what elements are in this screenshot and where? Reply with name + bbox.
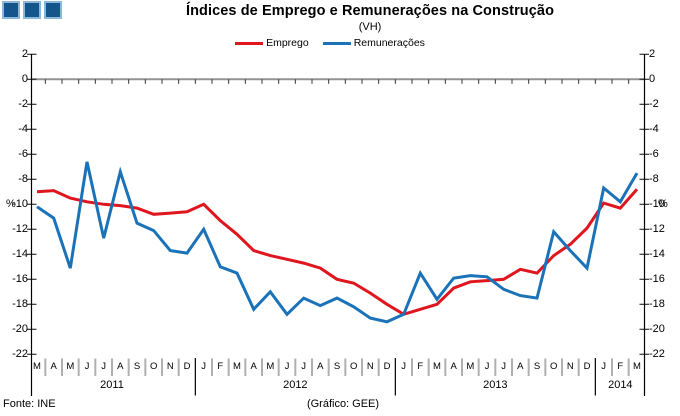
y-axis-label-left: -10 [12, 197, 28, 210]
x-axis-month-label: M [433, 361, 441, 372]
y-axis-label-right: -16 [649, 272, 665, 285]
x-axis-month-label: M [233, 361, 241, 372]
y-axis-label-left: -20 [12, 322, 28, 335]
x-axis-month-label: J [84, 361, 90, 372]
legend-label-remuneracoes: Remunerações [353, 37, 425, 49]
x-axis-month-label: S [533, 361, 541, 372]
x-axis-month-label: A [117, 361, 124, 372]
x-axis-month-label: N [366, 361, 374, 372]
x-axis-month-label: F [217, 361, 224, 372]
x-axis-month-label: D [583, 361, 591, 372]
y-axis-label-right: -22 [649, 347, 665, 360]
x-axis-month-label: J [484, 361, 490, 372]
x-axis-year-label: 2013 [483, 379, 508, 391]
x-axis-month-label: J [301, 361, 307, 372]
emprego-line-swatch-icon [235, 41, 264, 45]
x-axis-month-label: O [149, 361, 158, 372]
y-axis-label-left: -8 [18, 172, 28, 185]
x-axis-month-label: A [250, 361, 257, 372]
y-axis-label-right: -14 [649, 247, 665, 260]
x-axis-month-label: M [66, 361, 75, 372]
x-axis-year-label: 2012 [283, 379, 308, 391]
legend-label-emprego: Emprego [266, 37, 309, 49]
legend: Emprego Remunerações [0, 37, 660, 49]
y-axis-label-left: -4 [18, 122, 28, 135]
y-axis-label-left: -12 [12, 222, 28, 235]
x-axis-month-label: J [401, 361, 407, 372]
y-axis-label-right: -18 [649, 297, 665, 310]
x-axis-year-label: 2011 [100, 379, 124, 391]
chart-subtitle: (VH) [358, 21, 382, 33]
x-axis-month-label: J [501, 361, 507, 372]
credit-note: (Gráfico: GEE) [306, 398, 380, 410]
three-squares-logo [2, 1, 62, 19]
x-axis-month-label: M [633, 361, 641, 372]
legend-item-emprego: Emprego [235, 37, 309, 49]
y-axis-label-right: -10 [649, 197, 665, 210]
x-axis-month-label: J [284, 361, 290, 372]
x-axis-month-label: N [166, 361, 174, 372]
y-axis-label-right: -6 [649, 147, 659, 160]
chart-title: Índices de Emprego e Remunerações na Con… [185, 3, 555, 19]
x-axis-month-label: S [133, 361, 141, 372]
x-axis-month-label: A [317, 361, 324, 372]
y-axis-label-left: -2 [18, 97, 28, 110]
y-axis-label-right: -8 [649, 172, 659, 185]
x-axis-month-label: M [33, 361, 41, 372]
remuneracoes-line-swatch-icon [322, 41, 351, 45]
x-axis-month-label: N [566, 361, 574, 372]
y-axis-label-left: 2 [21, 47, 28, 60]
y-axis-label-left: -22 [12, 347, 28, 360]
x-axis-year-label: 2014 [608, 379, 633, 391]
logo-square-icon [2, 1, 20, 19]
y-axis-label-left: 0 [21, 72, 28, 85]
y-axis-label-right: -4 [649, 122, 659, 135]
x-axis-month-label: D [183, 361, 191, 372]
source-note: Fonte: INE [3, 398, 56, 410]
emprego-line [36, 188, 639, 316]
remuneracoes-line [36, 161, 639, 324]
x-axis-month-label: O [349, 361, 358, 372]
x-axis-month-label: F [617, 361, 624, 372]
y-axis-label-right: -2 [649, 97, 659, 110]
y-axis-label-right: -20 [649, 322, 665, 335]
y-axis-label-left: -18 [12, 297, 28, 310]
x-axis-month-label: J [101, 361, 107, 372]
y-axis-label-right: 0 [649, 72, 656, 85]
y-axis-label-right: -12 [649, 222, 665, 235]
y-axis-unit-left: % [6, 197, 16, 210]
logo-square-icon [44, 1, 62, 19]
x-axis-month-label: O [549, 361, 558, 372]
x-axis-month-label: A [450, 361, 457, 372]
x-axis-month-label: J [601, 361, 607, 372]
y-axis-label-right: 2 [649, 47, 656, 60]
logo-square-icon [23, 1, 41, 19]
x-axis-month-label: A [517, 361, 524, 372]
y-axis-label-left: -6 [18, 147, 28, 160]
y-axis-unit-right: % [658, 197, 668, 210]
x-axis-month-label: M [466, 361, 475, 372]
y-axis-label-left: -16 [12, 272, 28, 285]
x-axis-month-label: F [417, 361, 424, 372]
legend-item-remuneracoes: Remunerações [322, 37, 425, 49]
y-axis-label-left: -14 [12, 247, 28, 260]
x-axis-month-label: A [50, 361, 57, 372]
x-axis-month-label: M [266, 361, 275, 372]
x-axis-month-label: J [201, 361, 207, 372]
x-axis-month-label: D [383, 361, 391, 372]
x-axis-month-label: S [333, 361, 341, 372]
